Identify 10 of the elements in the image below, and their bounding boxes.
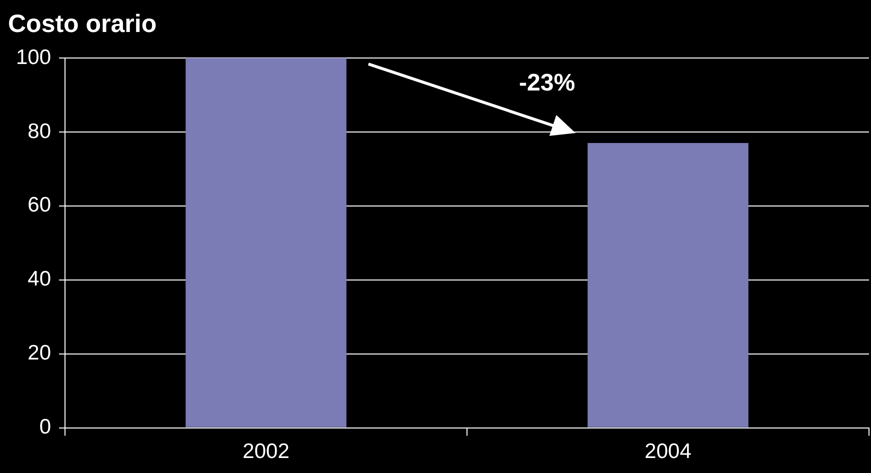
y-tick-label: 20 [28, 342, 52, 365]
y-tick-label: 100 [16, 46, 52, 69]
y-tick-label: 40 [28, 268, 52, 291]
chart-title: Costo orario [8, 10, 157, 38]
annotation: -23% [519, 70, 576, 97]
y-tick-label: 80 [28, 120, 52, 143]
y-tick-label: 0 [39, 416, 52, 439]
y-tick-label: 60 [28, 194, 52, 217]
x-tick-label: 2004 [644, 440, 692, 464]
x-tick-label: 2002 [242, 440, 290, 464]
